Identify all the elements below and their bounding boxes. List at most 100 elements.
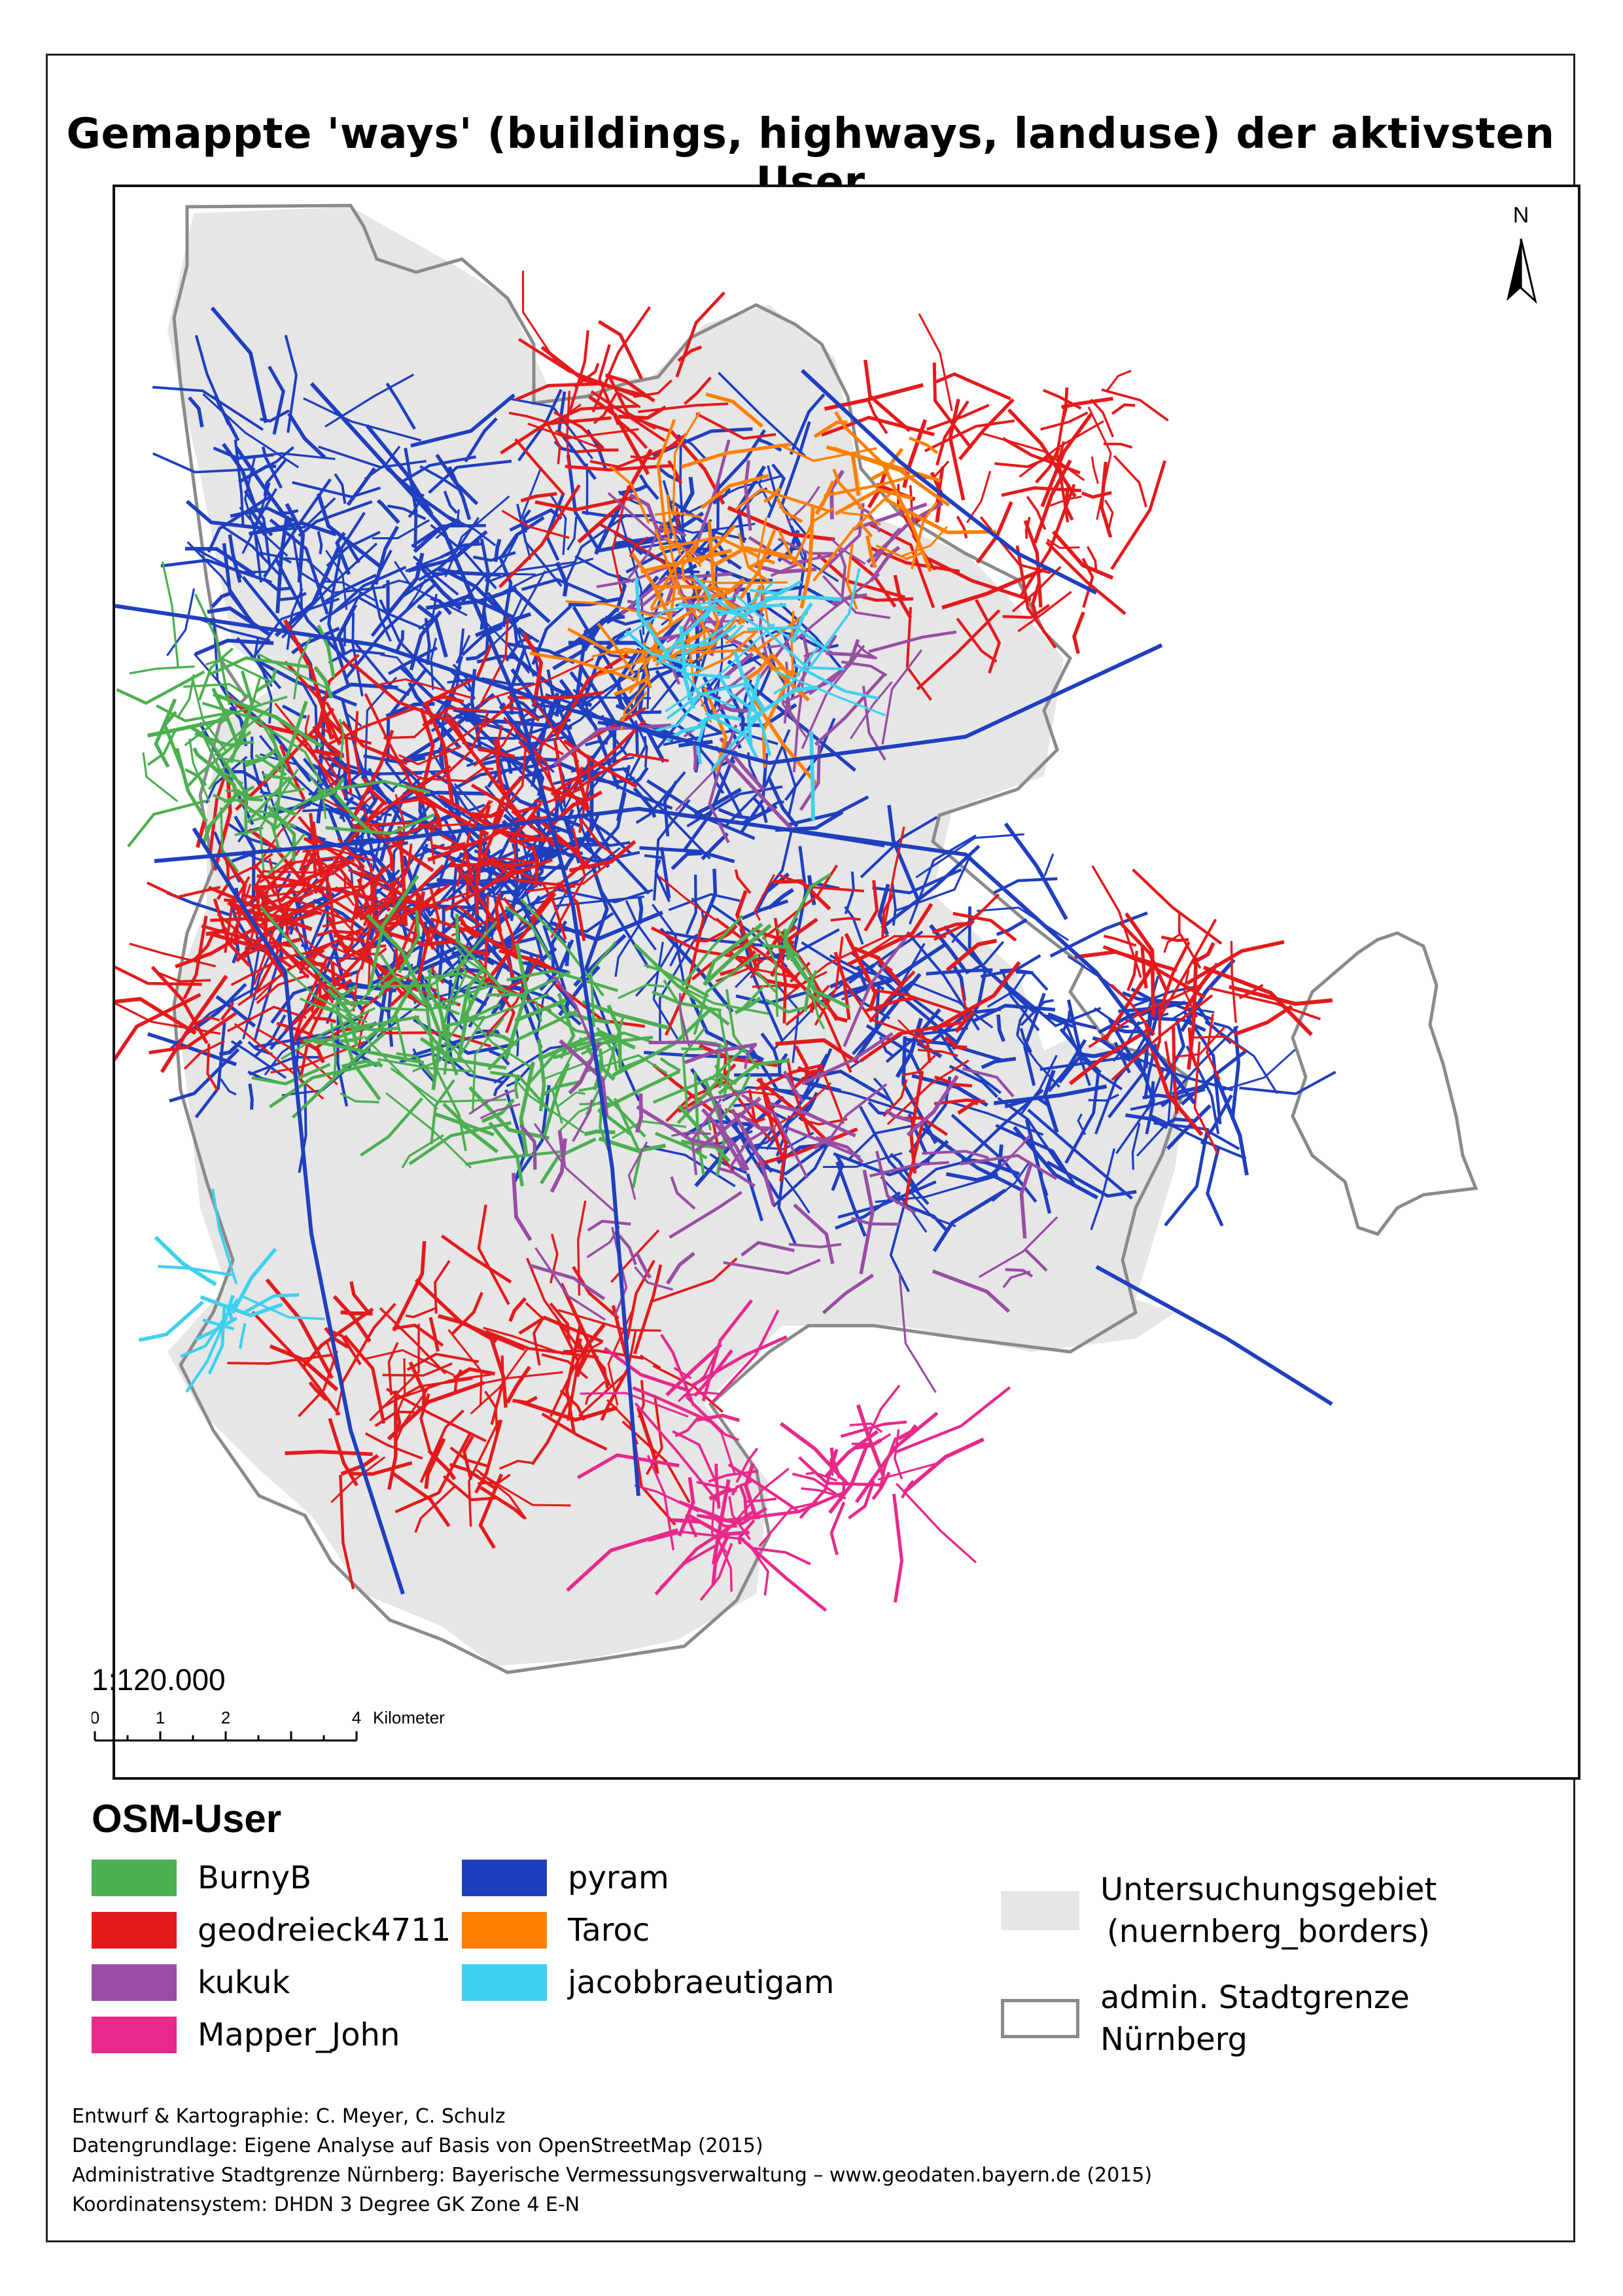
way-segment-pyram [615, 704, 662, 715]
way-segment-pyram [767, 777, 799, 828]
way-segment-geodreieck4711 [427, 1449, 457, 1481]
way-segment-pyram [777, 1053, 788, 1074]
way-segment-jacobbraeutigam [746, 673, 761, 747]
way-segment-kukuk [552, 723, 672, 767]
way-segment-mapper_john [849, 1422, 883, 1433]
way-segment-burnyb [681, 1047, 704, 1051]
way-segment-burnyb [442, 1016, 486, 1029]
scale-label-0: 0 [92, 1708, 99, 1727]
way-segment-kukuk [480, 1103, 521, 1120]
way-segment-burnyb [659, 1057, 682, 1072]
way-segment-geodreieck4711 [1140, 946, 1148, 989]
way-segment-geodreieck4711 [944, 1035, 968, 1050]
way-segment-geodreieck4711 [1068, 1027, 1151, 1086]
way-segment-geodreieck4711 [353, 862, 413, 899]
way-segment-burnyb [192, 747, 209, 765]
scale-bar: 0 1 2 4 Kilometer [92, 1708, 445, 1742]
way-segment-geodreieck4711 [575, 1323, 606, 1377]
way-segment-geodreieck4711 [975, 599, 1002, 674]
way-segment-geodreieck4711 [262, 858, 344, 874]
legend-label: kukuk [198, 1964, 290, 2001]
way-segment-pyram [879, 980, 914, 1015]
way-segment-kukuk [837, 548, 847, 599]
way-segment-pyram [1164, 1127, 1210, 1227]
way-segment-kukuk [670, 1176, 696, 1210]
way-segment-geodreieck4711 [773, 879, 831, 911]
way-segment-geodreieck4711 [677, 345, 703, 362]
way-segment-pyram [582, 866, 609, 977]
way-segment-geodreieck4711 [695, 412, 777, 440]
way-segment-kukuk [635, 1251, 652, 1279]
way-segment-burnyb [419, 1036, 507, 1070]
way-segment-pyram [1215, 1077, 1249, 1176]
way-segment-geodreieck4711 [328, 1328, 362, 1366]
way-segment-pyram [447, 466, 472, 520]
way-segment-burnyb [783, 928, 790, 961]
way-segment-jacobbraeutigam [679, 626, 696, 709]
legend-swatch [462, 1912, 547, 1949]
way-segment-geodreieck4711 [1091, 456, 1099, 484]
way-segment-geodreieck4711 [1191, 1035, 1247, 1053]
way-segment-mapper_john [710, 1309, 780, 1404]
way-segment-pyram [1024, 1119, 1052, 1214]
way-segment-kukuk [684, 1042, 758, 1065]
way-segment-pyram [303, 397, 422, 442]
way-segment-geodreieck4711 [442, 709, 466, 742]
way-segment-kukuk [636, 1105, 727, 1150]
way-segment-geodreieck4711 [629, 536, 648, 557]
way-segment-geodreieck4711 [228, 853, 273, 880]
way-segment-kukuk [534, 1247, 606, 1321]
way-segment-geodreieck4711 [314, 748, 345, 758]
way-segment-taroc [850, 454, 861, 496]
way-segment-geodreieck4711 [415, 1278, 526, 1351]
way-segment-pyram [1004, 1095, 1051, 1108]
way-segment-burnyb [741, 985, 765, 1010]
way-segment-burnyb [589, 940, 617, 1027]
way-segment-burnyb [229, 670, 254, 764]
way-segment-burnyb [313, 665, 334, 699]
way-segment-kukuk [814, 673, 886, 746]
way-segment-pyram [184, 546, 256, 576]
way-segment-pyram [400, 876, 509, 896]
way-segment-geodreieck4711 [251, 1311, 341, 1416]
way-segment-pyram [228, 534, 242, 583]
way-segment-geodreieck4711 [351, 662, 460, 726]
way-segment-pyram [284, 334, 298, 433]
way-segment-burnyb [504, 906, 553, 961]
way-segment-geodreieck4711 [934, 893, 1000, 942]
way-segment-jacobbraeutigam [710, 711, 763, 772]
way-segment-kukuk [826, 635, 837, 656]
way-segment-kukuk [786, 1126, 861, 1159]
legend-label: Mapper_John [198, 2017, 400, 2053]
way-segment-geodreieck4711 [869, 523, 935, 609]
way-segment-geodreieck4711 [1100, 461, 1113, 538]
way-segment-geodreieck4711 [375, 963, 428, 1008]
way-segment-kukuk [512, 1173, 532, 1241]
map-canvas[interactable] [115, 187, 1578, 1777]
way-segment-geodreieck4711 [536, 704, 580, 763]
way-segment-geodreieck4711 [1104, 499, 1114, 533]
way-segment-geodreieck4711 [478, 617, 509, 708]
way-segment-geodreieck4711 [871, 989, 964, 1015]
way-segment-geodreieck4711 [458, 915, 479, 940]
way-segment-geodreieck4711 [508, 412, 554, 425]
way-segment-pyram [779, 421, 811, 509]
way-segment-burnyb [293, 634, 313, 699]
way-segment-geodreieck4711 [515, 382, 601, 402]
legend-label: Taroc [568, 1912, 650, 1949]
way-segment-geodreieck4711 [466, 856, 496, 877]
way-segment-burnyb [433, 1065, 467, 1152]
way-segment-pyram [921, 1127, 1025, 1193]
way-segment-geodreieck4711 [316, 929, 370, 937]
way-segment-burnyb [244, 747, 279, 768]
way-segment-pyram [567, 770, 608, 835]
way-segment-pyram [831, 1154, 845, 1192]
way-segment-geodreieck4711 [1024, 516, 1031, 539]
way-segment-kukuk [825, 1083, 888, 1144]
way-segment-kukuk [596, 560, 684, 588]
way-segment-taroc [666, 494, 682, 556]
way-segment-kukuk [898, 1273, 937, 1393]
way-segment-pyram [568, 597, 621, 607]
way-segment-burnyb [430, 994, 461, 1016]
way-segment-burnyb [186, 730, 252, 787]
